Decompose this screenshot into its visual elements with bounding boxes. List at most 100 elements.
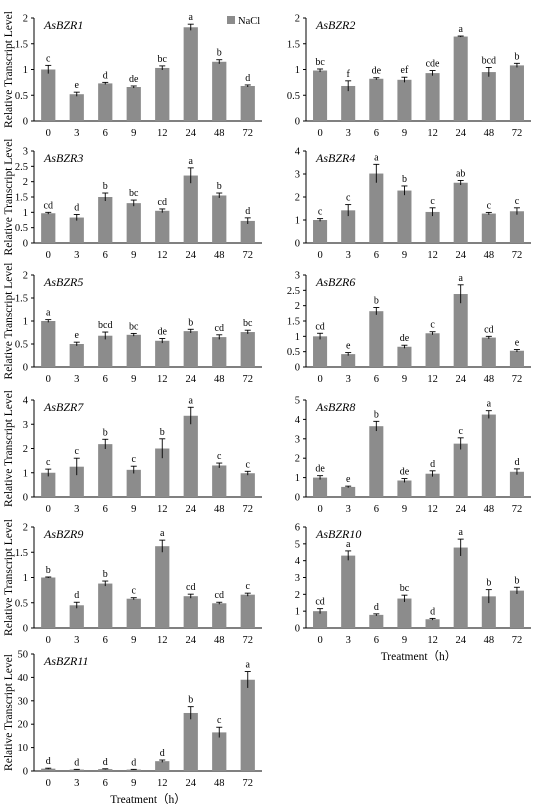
x-tick-label: 9: [402, 128, 407, 139]
gene-title: AsBZR8: [315, 400, 355, 414]
legend: NaCl: [227, 16, 260, 27]
significance-letter: c: [318, 207, 323, 218]
bar: [240, 679, 255, 771]
significance-letter: c: [430, 320, 435, 331]
x-tick-label: 48: [484, 635, 495, 646]
bar: [69, 769, 84, 771]
x-tick-label: 0: [46, 504, 51, 515]
significance-letter: de: [158, 326, 168, 337]
y-tick-label: 2: [295, 14, 300, 25]
bar: [369, 426, 384, 497]
bar: [98, 583, 113, 628]
y-tick-label: 0: [23, 239, 28, 250]
significance-letter: e: [75, 80, 80, 91]
panel-AsBZR7: 01234c0c3b6c9b12a24c48c72AsBZR7Relative …: [3, 390, 262, 515]
significance-letter: a: [346, 539, 351, 550]
significance-letter: cd: [215, 590, 224, 601]
significance-letter: de: [400, 333, 410, 344]
y-tick-label: 1: [23, 573, 28, 584]
bar: [212, 195, 227, 243]
significance-letter: d: [103, 70, 108, 81]
bar: [341, 210, 356, 243]
bar: [98, 197, 113, 243]
y-tick-label: 1: [295, 332, 300, 343]
y-tick-label: 1: [23, 317, 28, 328]
significance-letter: d: [514, 457, 519, 468]
significance-letter: b: [46, 565, 51, 576]
y-tick-label: 0.5: [15, 223, 28, 234]
significance-letter: a: [246, 660, 251, 671]
significance-letter: c: [132, 586, 137, 597]
significance-letter: a: [458, 273, 463, 284]
significance-letter: ef: [401, 65, 409, 76]
significance-letter: c: [487, 200, 492, 211]
bar: [481, 72, 496, 121]
panel-AsBZR10: 0123456cd0a3d6bc9d12a24b48b72AsBZR10Trea…: [295, 523, 531, 663]
y-tick-label: 5: [295, 396, 300, 407]
x-axis-label: Treatment（h）: [381, 650, 457, 663]
bar: [183, 596, 198, 628]
bar: [341, 354, 356, 367]
bar: [313, 70, 328, 121]
bar: [397, 480, 412, 497]
significance-letter: bcd: [98, 320, 112, 331]
bar: [41, 472, 56, 497]
x-tick-label: 48: [484, 504, 495, 515]
x-tick-label: 24: [186, 778, 197, 789]
significance-letter: c: [75, 446, 80, 457]
bar: [425, 333, 440, 367]
significance-letter: d: [245, 206, 250, 217]
significance-letter: bcd: [482, 55, 496, 66]
y-tick-label: 4: [295, 415, 301, 426]
significance-letter: d: [46, 756, 51, 767]
significance-letter: a: [160, 528, 165, 539]
significance-letter: a: [189, 12, 194, 23]
y-tick-label: 2: [295, 301, 300, 312]
significance-letter: a: [189, 156, 194, 167]
significance-letter: bc: [243, 318, 253, 329]
significance-letter: b: [103, 181, 108, 192]
bar: [98, 444, 113, 497]
x-tick-label: 72: [512, 250, 523, 261]
x-tick-label: 6: [103, 778, 108, 789]
significance-letter: d: [374, 602, 379, 613]
significance-letter: cd: [215, 323, 224, 334]
significance-letter: d: [160, 748, 165, 759]
significance-letter: b: [374, 296, 379, 307]
bar: [41, 577, 56, 628]
significance-letter: b: [103, 569, 108, 580]
significance-letter: d: [430, 606, 435, 617]
gene-title: AsBZR7: [43, 400, 84, 414]
x-tick-label: 48: [214, 504, 225, 515]
significance-letter: b: [486, 578, 491, 589]
x-tick-label: 72: [243, 635, 254, 646]
x-tick-label: 0: [46, 250, 51, 261]
gene-title: AsBZR2: [315, 18, 355, 32]
bar: [509, 65, 524, 121]
y-axis-label: Relative Transcript Level: [3, 390, 15, 507]
bar: [369, 311, 384, 367]
y-tick-label: 2: [23, 14, 28, 25]
bar: [425, 73, 440, 121]
y-tick-label: 0.5: [15, 598, 28, 609]
x-tick-label: 12: [157, 635, 168, 646]
y-tick-label: 20: [18, 720, 29, 731]
significance-letter: a: [374, 152, 379, 163]
bar: [98, 335, 113, 367]
x-tick-label: 9: [402, 504, 407, 515]
significance-letter: bc: [158, 54, 168, 65]
y-tick-label: 1.5: [15, 548, 28, 559]
significance-letter: c: [132, 454, 137, 465]
x-tick-label: 3: [74, 778, 79, 789]
significance-letter: cd: [315, 597, 324, 608]
x-tick-label: 9: [402, 250, 407, 261]
significance-letter: d: [74, 202, 79, 213]
y-tick-label: 1: [295, 473, 300, 484]
bar: [397, 598, 412, 628]
x-tick-label: 48: [484, 374, 495, 385]
y-tick-label: 2: [295, 590, 300, 601]
bar: [183, 415, 198, 497]
bar: [155, 448, 170, 497]
panel-AsBZR9: 0 0.5 1 1.5 2 b 0 d 3 b 6 c 9 a 12 cd 24 cd 48 c 72 AsBZR9 Rel…: [3, 519, 262, 646]
x-tick-label: 12: [427, 504, 438, 515]
